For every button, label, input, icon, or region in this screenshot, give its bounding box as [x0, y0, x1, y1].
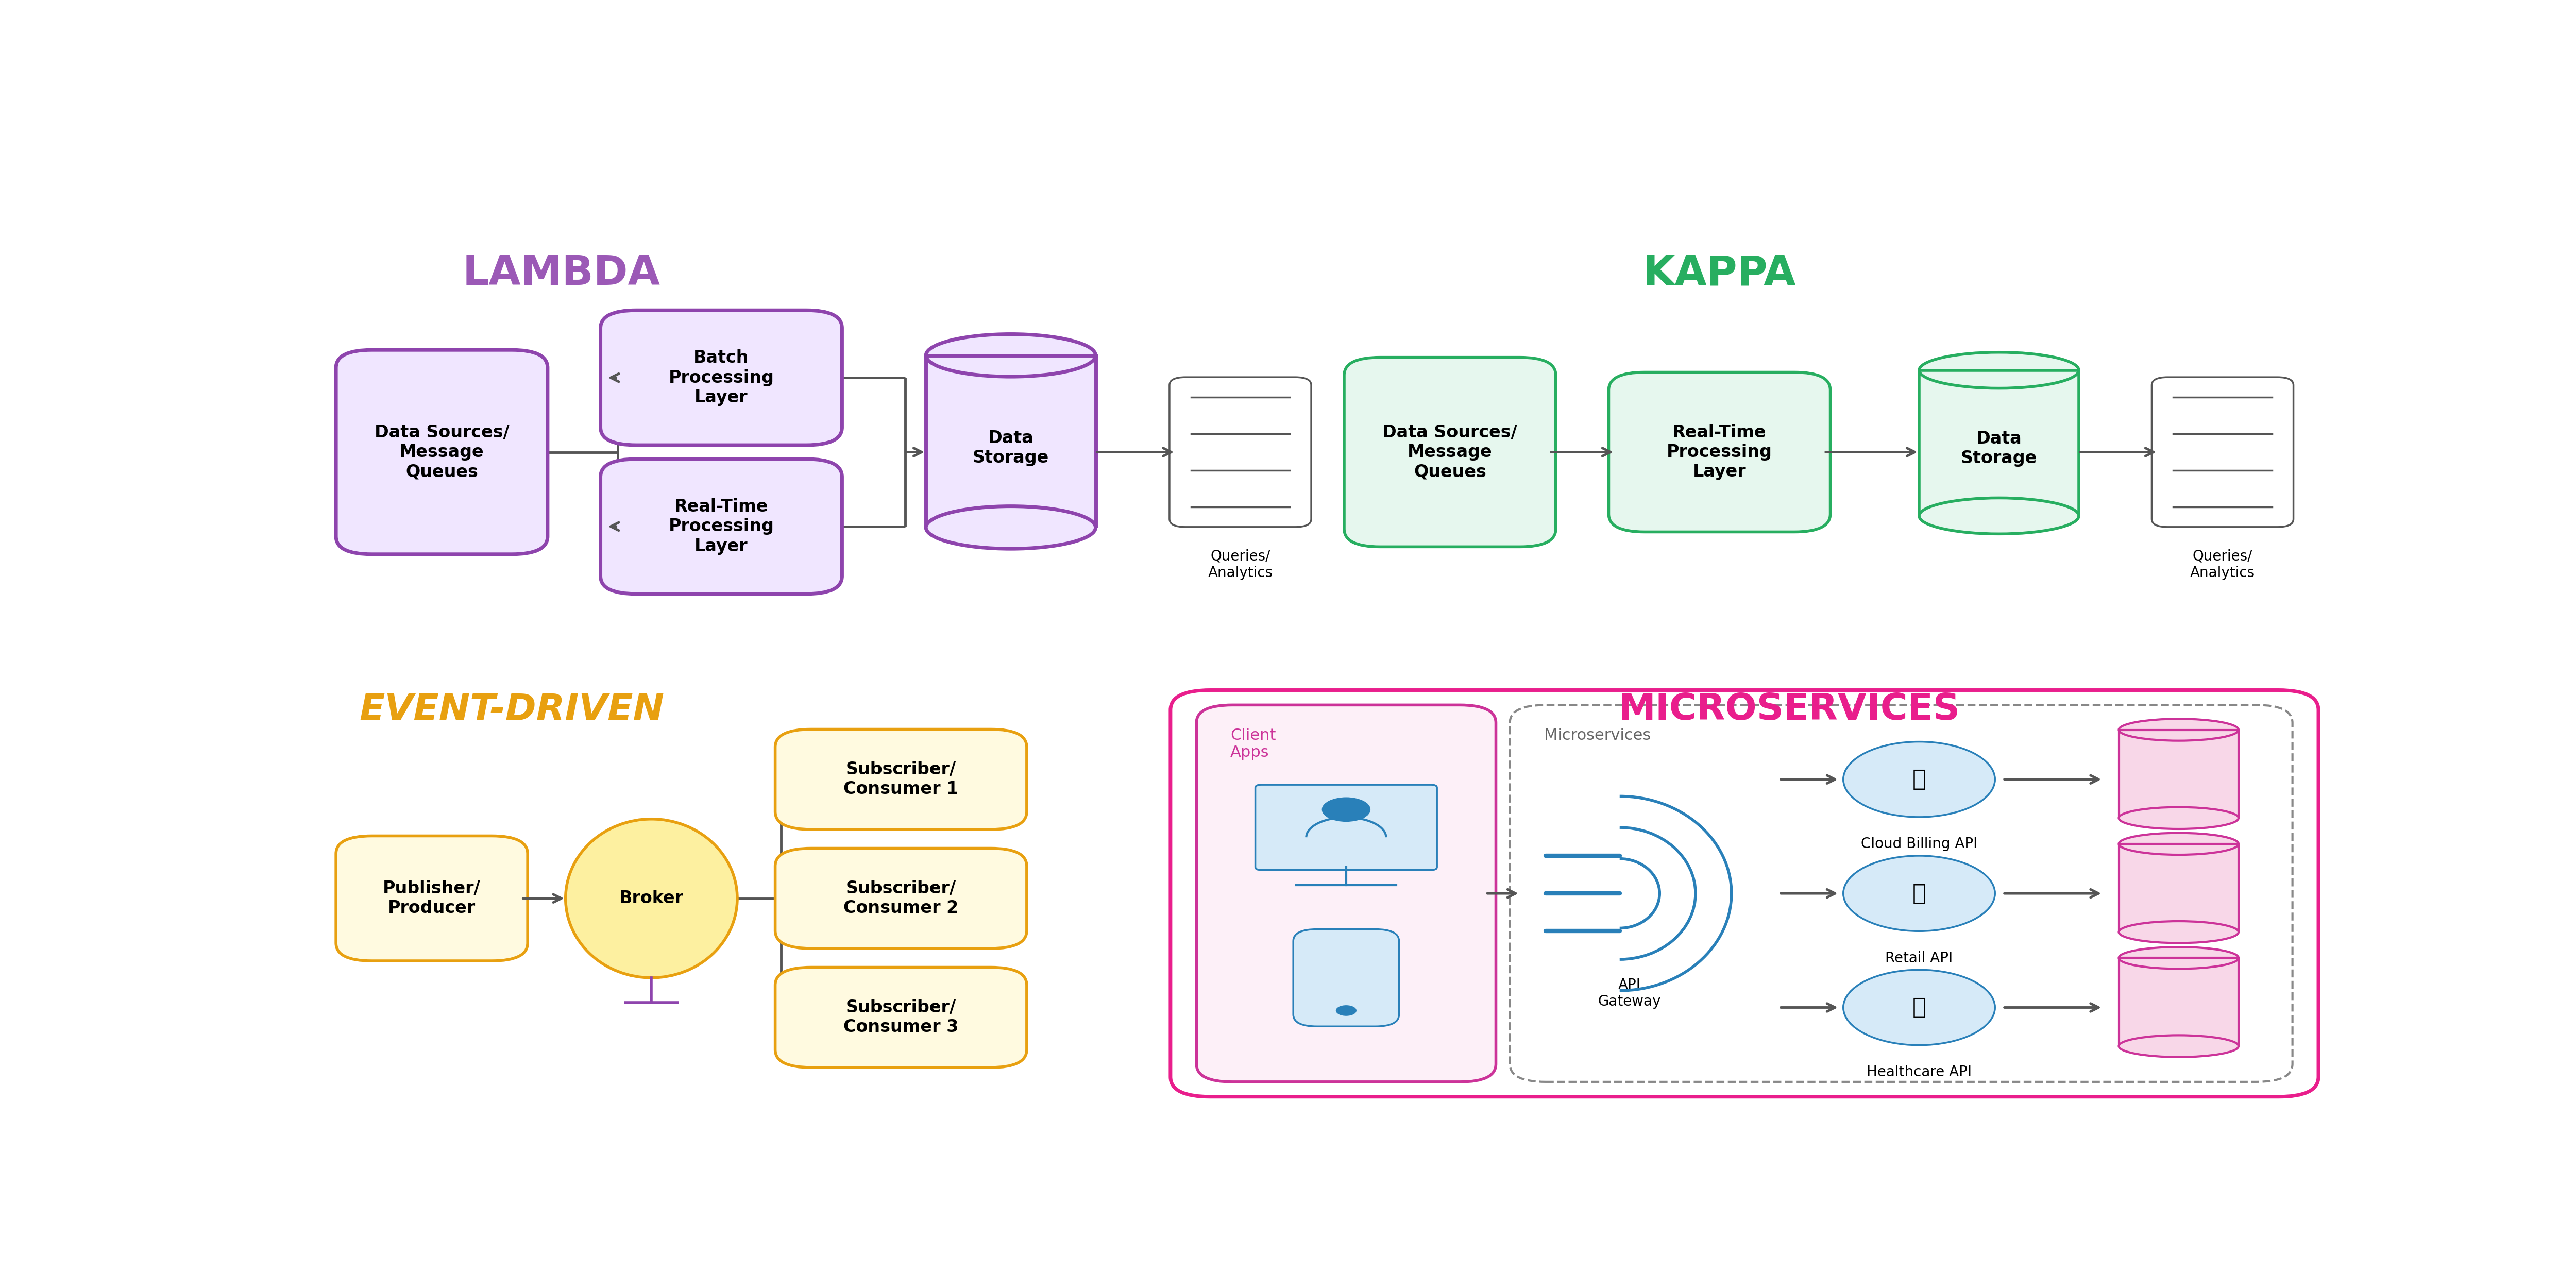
Text: Retail API: Retail API: [1886, 951, 1953, 966]
FancyBboxPatch shape: [1170, 377, 1311, 527]
FancyBboxPatch shape: [1919, 370, 2079, 516]
Text: 💳: 💳: [1911, 768, 1927, 791]
Ellipse shape: [2117, 808, 2239, 829]
Circle shape: [1844, 855, 1994, 931]
Ellipse shape: [925, 506, 1095, 549]
Text: KAPPA: KAPPA: [1643, 254, 1795, 294]
Text: MICROSERVICES: MICROSERVICES: [1618, 692, 1960, 728]
Text: Real-Time
Processing
Layer: Real-Time Processing Layer: [670, 498, 773, 555]
Ellipse shape: [925, 334, 1095, 376]
Text: Subscriber/
Consumer 3: Subscriber/ Consumer 3: [842, 999, 958, 1036]
FancyBboxPatch shape: [1345, 357, 1556, 547]
FancyBboxPatch shape: [1255, 784, 1437, 869]
Circle shape: [1337, 1006, 1355, 1015]
FancyBboxPatch shape: [775, 849, 1028, 948]
FancyBboxPatch shape: [335, 350, 549, 554]
Ellipse shape: [2117, 1036, 2239, 1057]
Text: Microservices: Microservices: [1543, 728, 1651, 743]
Text: Healthcare API: Healthcare API: [1868, 1065, 1971, 1079]
Text: LAMBDA: LAMBDA: [464, 254, 659, 294]
Text: Data
Storage: Data Storage: [974, 429, 1048, 466]
Circle shape: [1844, 742, 1994, 817]
Ellipse shape: [1919, 352, 2079, 388]
Circle shape: [1844, 970, 1994, 1045]
Text: 🏥: 🏥: [1911, 997, 1927, 1019]
Text: Data Sources/
Message
Queues: Data Sources/ Message Queues: [1383, 424, 1517, 480]
Text: Client
Apps: Client Apps: [1231, 728, 1275, 760]
Text: Queries/
Analytics: Queries/ Analytics: [1208, 549, 1273, 580]
Text: EVENT-DRIVEN: EVENT-DRIVEN: [358, 692, 665, 728]
Ellipse shape: [2117, 947, 2239, 969]
FancyBboxPatch shape: [2151, 377, 2293, 527]
Text: Broker: Broker: [618, 890, 683, 907]
Ellipse shape: [567, 819, 737, 978]
Text: Subscriber/
Consumer 1: Subscriber/ Consumer 1: [842, 761, 958, 797]
FancyBboxPatch shape: [775, 729, 1028, 829]
Ellipse shape: [1919, 498, 2079, 535]
FancyBboxPatch shape: [600, 310, 842, 446]
FancyBboxPatch shape: [775, 967, 1028, 1068]
Text: API
Gateway: API Gateway: [1597, 978, 1662, 1009]
Circle shape: [1321, 797, 1370, 822]
FancyBboxPatch shape: [600, 459, 842, 594]
FancyBboxPatch shape: [335, 836, 528, 961]
FancyBboxPatch shape: [1607, 372, 1832, 532]
FancyBboxPatch shape: [2117, 730, 2239, 818]
FancyBboxPatch shape: [1293, 929, 1399, 1027]
Ellipse shape: [2117, 921, 2239, 943]
FancyBboxPatch shape: [925, 355, 1095, 528]
Text: Queries/
Analytics: Queries/ Analytics: [2190, 549, 2254, 580]
Text: Data Sources/
Message
Queues: Data Sources/ Message Queues: [374, 424, 510, 480]
Text: Real-Time
Processing
Layer: Real-Time Processing Layer: [1667, 424, 1772, 480]
Ellipse shape: [2117, 833, 2239, 855]
Text: Subscriber/
Consumer 2: Subscriber/ Consumer 2: [842, 880, 958, 917]
FancyBboxPatch shape: [2117, 844, 2239, 933]
Text: Publisher/
Producer: Publisher/ Producer: [384, 880, 482, 917]
Text: 🛒: 🛒: [1911, 882, 1927, 904]
Text: Cloud Billing API: Cloud Billing API: [1860, 837, 1978, 851]
FancyBboxPatch shape: [2117, 958, 2239, 1046]
Ellipse shape: [2117, 719, 2239, 741]
FancyBboxPatch shape: [1510, 705, 2293, 1082]
Text: Data
Storage: Data Storage: [1960, 430, 2038, 466]
FancyBboxPatch shape: [1195, 705, 1497, 1082]
Text: Batch
Processing
Layer: Batch Processing Layer: [670, 349, 773, 406]
FancyBboxPatch shape: [1170, 690, 2318, 1097]
